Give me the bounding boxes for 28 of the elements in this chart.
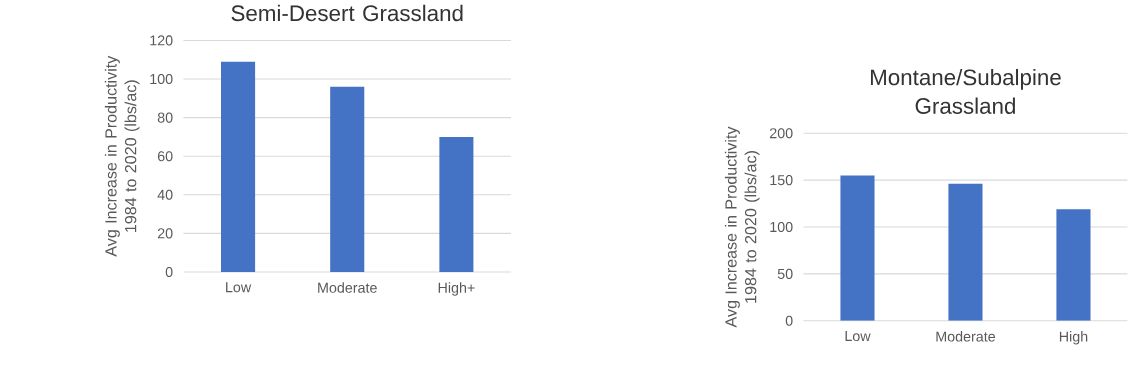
y-tick-label: 40 bbox=[157, 189, 173, 200]
chart-title: Semi-Desert Grassland bbox=[231, 4, 463, 22]
x-tick-label: Low bbox=[226, 282, 252, 293]
y-tick-label: 200 bbox=[769, 128, 793, 139]
bar bbox=[1056, 209, 1091, 321]
bar bbox=[221, 61, 256, 272]
x-tick-label: Low bbox=[845, 331, 871, 341]
bar bbox=[439, 136, 474, 272]
y-tick-label: 50 bbox=[777, 268, 793, 279]
y-axis-title: Avg Increase in Productivity 1984 to 2020 (lbs/ac) bbox=[724, 126, 760, 328]
x-tick-label: Moderate bbox=[936, 331, 996, 342]
y-tick-label: 0 bbox=[165, 266, 173, 277]
x-tick-label: Moderate bbox=[318, 282, 377, 293]
chart-title: Montane/Subalpine Grassland bbox=[871, 68, 1061, 114]
bar bbox=[330, 86, 365, 272]
y-tick-label: 100 bbox=[770, 221, 793, 232]
y-tick-label: 80 bbox=[157, 112, 173, 123]
x-tick-label: High bbox=[1059, 331, 1088, 345]
bar bbox=[840, 175, 875, 321]
y-tick-label: 60 bbox=[157, 151, 173, 162]
y-tick-label: 20 bbox=[157, 228, 173, 239]
y-tick-label: 100 bbox=[150, 73, 173, 84]
x-tick-label: High+ bbox=[438, 282, 475, 296]
y-tick-label: 0 bbox=[785, 315, 793, 326]
y-tick-label: 150 bbox=[770, 174, 793, 186]
bar bbox=[948, 183, 983, 321]
y-axis-title: Avg Increase in Productivity 1984 to 2020 (lbs/ac) bbox=[104, 55, 140, 257]
y-tick-label: 120 bbox=[150, 35, 173, 46]
